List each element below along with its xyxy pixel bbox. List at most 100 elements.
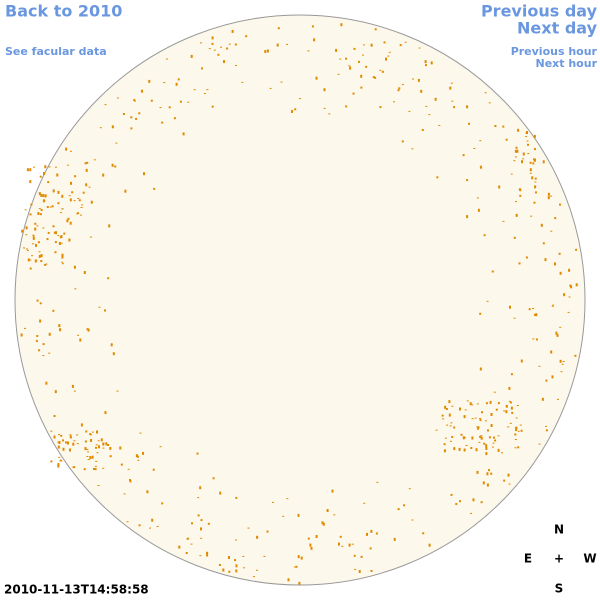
facula — [45, 263, 48, 265]
facula — [514, 439, 517, 440]
facula — [520, 429, 523, 432]
facula — [370, 570, 373, 572]
facula — [493, 436, 495, 439]
facula — [497, 448, 500, 452]
facula — [137, 459, 140, 461]
facula — [533, 158, 535, 161]
facula — [487, 429, 489, 432]
facula — [331, 489, 334, 493]
facula — [61, 255, 64, 259]
facula — [486, 483, 489, 487]
facula — [220, 46, 222, 48]
facula — [36, 299, 39, 302]
facula — [161, 121, 164, 124]
facula — [135, 454, 138, 458]
facula — [477, 426, 480, 429]
facula — [29, 180, 32, 184]
facula — [443, 443, 446, 446]
facula — [538, 443, 541, 445]
facula — [479, 419, 482, 422]
facula — [177, 78, 180, 81]
facula — [436, 176, 439, 179]
previous-hour-link[interactable]: Previous hour — [511, 45, 598, 58]
facula — [97, 485, 100, 486]
facula — [99, 127, 102, 129]
facula — [341, 545, 344, 547]
facula — [52, 189, 55, 193]
facula — [153, 187, 156, 190]
facula — [60, 212, 62, 214]
facula — [497, 402, 500, 405]
facula — [353, 554, 356, 557]
facula — [444, 437, 447, 439]
facula — [91, 431, 94, 433]
next-hour-link[interactable]: Next hour — [536, 57, 598, 70]
previous-day-link[interactable]: Previous day — [481, 2, 598, 21]
facula — [333, 514, 336, 516]
facula — [81, 204, 84, 206]
facula — [550, 195, 553, 197]
faculae — [20, 23, 578, 585]
facula — [94, 468, 97, 471]
facula — [466, 215, 469, 219]
facula — [451, 100, 454, 102]
facula — [492, 442, 495, 444]
back-link[interactable]: Back to 2010 — [5, 2, 122, 21]
facula — [62, 439, 64, 442]
facula — [149, 527, 151, 529]
facula — [478, 441, 481, 443]
facula — [393, 537, 396, 541]
facular-link[interactable]: See facular data — [5, 45, 107, 58]
facula — [352, 92, 355, 95]
facula — [100, 438, 103, 442]
facula — [63, 232, 66, 235]
facula — [490, 424, 493, 427]
facula — [191, 522, 193, 525]
facula — [448, 413, 451, 417]
facula — [175, 82, 178, 86]
facula — [480, 436, 483, 440]
facula — [486, 472, 489, 476]
facula — [112, 352, 115, 356]
facula — [245, 35, 248, 38]
facula — [142, 451, 144, 455]
facula — [515, 146, 518, 149]
facula — [507, 473, 510, 477]
facula — [551, 375, 554, 379]
facula — [362, 54, 364, 56]
facula — [459, 407, 461, 411]
facula — [444, 405, 447, 409]
facula — [50, 460, 53, 463]
facula — [554, 262, 556, 266]
facula — [411, 148, 414, 150]
facula — [466, 400, 469, 402]
facula — [32, 234, 35, 237]
facula — [300, 556, 303, 560]
facula — [468, 122, 470, 125]
facula — [291, 110, 294, 113]
facula — [163, 82, 166, 84]
facula — [443, 449, 446, 453]
facula — [48, 332, 51, 336]
facula — [68, 238, 71, 242]
facula — [365, 65, 368, 68]
facula — [57, 465, 60, 468]
facula — [297, 513, 300, 517]
facula — [542, 242, 545, 245]
facula — [74, 288, 77, 290]
facula — [425, 105, 428, 107]
facula — [42, 194, 45, 198]
facula — [73, 265, 76, 269]
facula — [247, 527, 250, 529]
facula — [46, 206, 49, 208]
facula — [533, 201, 536, 204]
facula — [27, 258, 30, 262]
facula — [477, 427, 479, 430]
facula — [438, 125, 441, 126]
facula — [381, 70, 384, 73]
next-day-link[interactable]: Next day — [517, 19, 598, 38]
facula — [59, 236, 62, 239]
facula — [67, 164, 70, 166]
facula — [307, 537, 310, 540]
facula — [190, 543, 193, 545]
